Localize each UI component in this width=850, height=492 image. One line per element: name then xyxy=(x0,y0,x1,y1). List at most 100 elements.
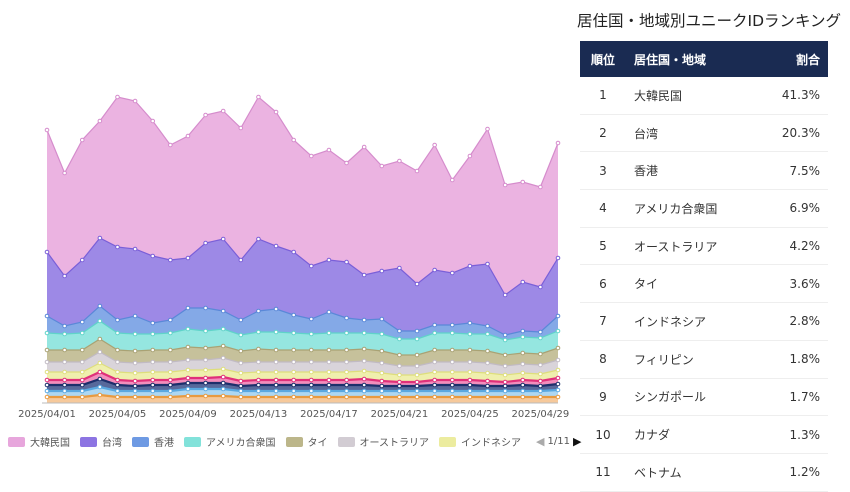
data-point[interactable] xyxy=(379,388,385,394)
data-point[interactable] xyxy=(132,313,138,319)
data-point[interactable] xyxy=(520,328,526,334)
data-point[interactable] xyxy=(467,394,473,400)
data-point[interactable] xyxy=(502,379,508,385)
data-point[interactable] xyxy=(132,394,138,400)
data-point[interactable] xyxy=(520,394,526,400)
data-point[interactable] xyxy=(432,394,437,400)
data-point[interactable] xyxy=(238,394,244,400)
data-point[interactable] xyxy=(62,170,67,176)
data-point[interactable] xyxy=(397,372,402,378)
data-point[interactable] xyxy=(44,394,50,400)
data-point[interactable] xyxy=(326,388,332,394)
data-point[interactable] xyxy=(485,261,490,267)
data-point[interactable] xyxy=(203,375,208,381)
data-point[interactable] xyxy=(538,394,543,400)
data-point[interactable] xyxy=(520,370,526,376)
data-point[interactable] xyxy=(326,359,332,365)
data-point[interactable] xyxy=(309,347,314,353)
data-point[interactable] xyxy=(203,357,208,363)
data-point[interactable] xyxy=(555,367,561,373)
data-point[interactable] xyxy=(520,377,526,383)
data-point[interactable] xyxy=(361,394,367,400)
data-point[interactable] xyxy=(185,255,191,261)
data-point[interactable] xyxy=(309,263,314,269)
data-point[interactable] xyxy=(309,359,314,365)
data-point[interactable] xyxy=(538,329,543,335)
data-point[interactable] xyxy=(150,377,156,383)
data-point[interactable] xyxy=(485,348,490,354)
data-point[interactable] xyxy=(220,236,226,242)
data-point[interactable] xyxy=(132,383,138,389)
data-point[interactable] xyxy=(185,393,191,399)
data-point[interactable] xyxy=(150,118,156,124)
data-point[interactable] xyxy=(432,142,437,148)
data-point[interactable] xyxy=(485,370,490,376)
data-point[interactable] xyxy=(44,369,50,375)
data-point[interactable] xyxy=(538,184,543,190)
data-point[interactable] xyxy=(203,112,208,118)
data-point[interactable] xyxy=(432,347,437,353)
data-point[interactable] xyxy=(115,388,120,394)
data-point[interactable] xyxy=(326,257,332,263)
data-point[interactable] xyxy=(326,330,332,336)
data-point[interactable] xyxy=(97,369,103,375)
data-point[interactable] xyxy=(361,144,367,150)
data-point[interactable] xyxy=(44,377,50,383)
data-point[interactable] xyxy=(256,236,261,242)
data-point[interactable] xyxy=(291,359,296,365)
data-point[interactable] xyxy=(44,347,50,353)
data-point[interactable] xyxy=(538,378,543,384)
data-point[interactable] xyxy=(150,359,156,365)
data-point[interactable] xyxy=(273,109,279,115)
data-point[interactable] xyxy=(220,380,226,386)
data-point[interactable] xyxy=(168,359,173,365)
data-point[interactable] xyxy=(273,388,279,394)
data-point[interactable] xyxy=(432,388,437,394)
data-point[interactable] xyxy=(379,394,385,400)
legend-item[interactable]: 香港 xyxy=(132,434,174,449)
data-point[interactable] xyxy=(397,328,402,334)
data-point[interactable] xyxy=(414,394,420,400)
data-point[interactable] xyxy=(291,388,296,394)
data-point[interactable] xyxy=(115,394,120,400)
data-point[interactable] xyxy=(502,352,508,358)
data-point[interactable] xyxy=(132,378,138,384)
data-point[interactable] xyxy=(326,147,332,153)
data-point[interactable] xyxy=(467,331,473,337)
data-point[interactable] xyxy=(185,386,191,392)
data-point[interactable] xyxy=(485,394,490,400)
data-point[interactable] xyxy=(185,344,191,350)
data-point[interactable] xyxy=(220,374,226,380)
data-point[interactable] xyxy=(397,363,402,369)
data-point[interactable] xyxy=(203,328,208,334)
data-point[interactable] xyxy=(185,305,191,311)
data-point[interactable] xyxy=(97,384,103,390)
data-point[interactable] xyxy=(62,347,67,353)
data-point[interactable] xyxy=(44,330,50,336)
data-point[interactable] xyxy=(220,108,226,114)
data-point[interactable] xyxy=(168,317,173,323)
data-point[interactable] xyxy=(326,347,332,353)
data-point[interactable] xyxy=(538,284,543,290)
legend-item[interactable]: オーストラリア xyxy=(337,434,429,449)
data-point[interactable] xyxy=(168,347,173,353)
data-point[interactable] xyxy=(238,348,244,354)
data-point[interactable] xyxy=(185,375,191,381)
data-point[interactable] xyxy=(291,369,296,375)
data-point[interactable] xyxy=(168,142,173,148)
data-point[interactable] xyxy=(97,303,103,309)
data-point[interactable] xyxy=(115,94,120,100)
data-point[interactable] xyxy=(414,352,420,358)
data-point[interactable] xyxy=(291,347,296,353)
data-point[interactable] xyxy=(432,377,437,383)
data-point[interactable] xyxy=(344,394,349,400)
data-point[interactable] xyxy=(555,375,561,381)
data-point[interactable] xyxy=(397,394,402,400)
data-point[interactable] xyxy=(467,388,473,394)
data-point[interactable] xyxy=(449,322,455,328)
data-point[interactable] xyxy=(238,360,244,366)
data-point[interactable] xyxy=(185,357,191,363)
data-point[interactable] xyxy=(79,388,85,394)
data-point[interactable] xyxy=(361,358,367,364)
data-point[interactable] xyxy=(432,330,437,336)
